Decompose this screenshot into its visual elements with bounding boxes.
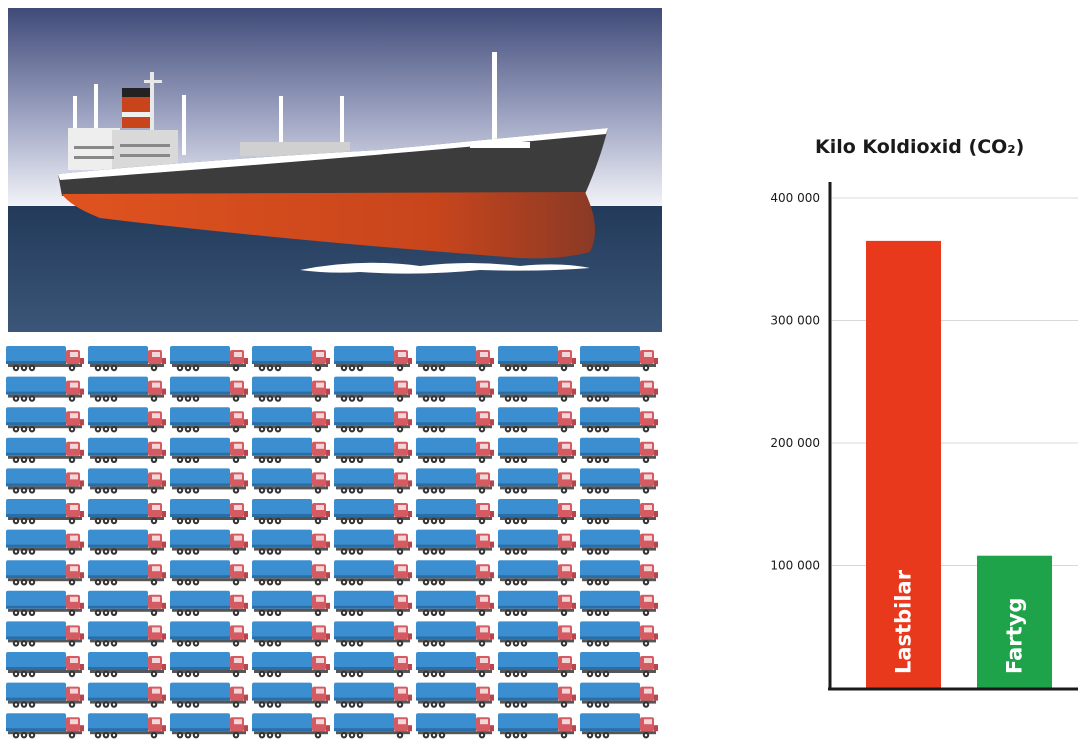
bar-label-fartyg: Fartyg xyxy=(1003,598,1027,674)
bar-label-lastbilar: Lastbilar xyxy=(892,569,916,674)
bar-labels: Lastbilar Fartyg xyxy=(892,569,1027,674)
chart-title: Kilo Koldioxid (CO₂) xyxy=(815,136,1025,158)
ship-and-trucks-illustration xyxy=(6,8,662,739)
y-tick-label: 400 000 xyxy=(770,191,820,205)
y-tick-label: 200 000 xyxy=(770,436,820,450)
bar-lastbilar xyxy=(866,240,941,688)
y-tick-label: 300 000 xyxy=(770,314,820,328)
cargo-ship-icon xyxy=(58,52,608,274)
bar-fartyg xyxy=(977,555,1052,688)
bars xyxy=(866,240,1052,688)
ship-scene xyxy=(8,8,662,332)
y-tick-label: 100 000 xyxy=(770,559,820,573)
y-tick-labels: 100 000 200 000 300 000 400 000 xyxy=(770,191,820,573)
